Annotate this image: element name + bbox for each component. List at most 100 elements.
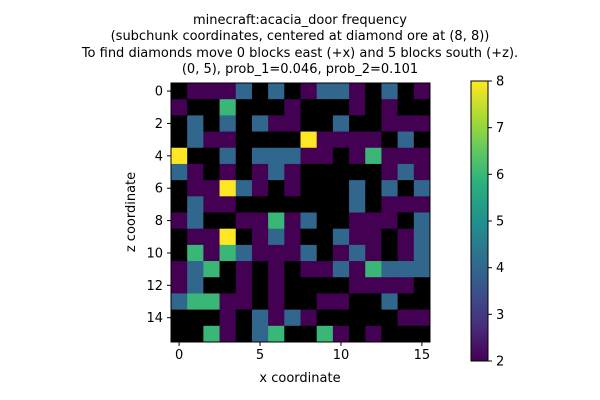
heatmap-cell	[187, 293, 204, 311]
heatmap-cell	[187, 244, 204, 262]
heatmap-cell	[251, 261, 269, 278]
heatmap-cell	[235, 261, 253, 278]
heatmap-cell	[300, 147, 318, 165]
heatmap-cell	[316, 131, 334, 149]
heatmap-cell	[300, 180, 318, 197]
heatmap-cell	[284, 293, 301, 311]
heatmap-cell	[381, 83, 399, 100]
heatmap-cell	[349, 163, 366, 181]
heatmap-cell	[397, 180, 415, 197]
heatmap-cell	[219, 228, 237, 246]
heatmap-cell	[187, 83, 204, 100]
heatmap-cell	[235, 277, 253, 294]
heatmap-cell	[187, 115, 204, 132]
heatmap-cell	[316, 196, 334, 213]
heatmap-cell	[219, 163, 237, 181]
heatmap-cell	[268, 277, 285, 294]
heatmap-cell	[316, 228, 334, 246]
heatmap-cell	[332, 196, 350, 213]
heatmap-cell	[381, 293, 399, 311]
heatmap-cell	[316, 244, 334, 262]
heatmap-cell	[365, 131, 382, 149]
heatmap-cell	[187, 309, 204, 327]
heatmap-cell	[268, 309, 285, 327]
heatmap-cell	[251, 244, 269, 262]
heatmap-cell	[365, 293, 382, 311]
heatmap-cell	[171, 261, 188, 278]
heatmap-cell	[300, 228, 318, 246]
heatmap-cell	[365, 115, 382, 132]
y-axis: 0 2 4 6 8 10 12 14	[146, 85, 171, 326]
heatmap-cell	[268, 131, 285, 149]
heatmap-cell	[251, 83, 269, 100]
heatmap-cell	[235, 163, 253, 181]
heatmap-cell	[381, 212, 399, 230]
heatmap-cell	[203, 147, 220, 165]
heatmap-cell	[365, 147, 382, 165]
heatmap-cell	[203, 83, 220, 100]
heatmap-cell	[171, 163, 188, 181]
heatmap-cell	[187, 99, 204, 116]
heatmap-cell	[171, 180, 188, 197]
heatmap-cell	[284, 244, 301, 262]
heatmap-cell	[316, 180, 334, 197]
heatmap-cell	[397, 196, 415, 213]
heatmap-cell	[251, 325, 269, 343]
heatmap-cell	[203, 309, 220, 327]
colorbar-tick-label: 6	[496, 168, 504, 183]
heatmap-cell	[381, 228, 399, 246]
colorbar-tick-label: 2	[496, 355, 504, 370]
heatmap-cell	[381, 115, 399, 132]
heatmap-cell	[171, 212, 188, 230]
heatmap-cell	[235, 212, 253, 230]
heatmap-cell	[187, 131, 204, 149]
heatmap-cells	[171, 83, 431, 343]
heatmap-cell	[251, 293, 269, 311]
heatmap-cell	[300, 244, 318, 262]
heatmap-cell	[171, 131, 188, 149]
heatmap-cell	[365, 212, 382, 230]
heatmap-cell	[397, 99, 415, 116]
heatmap-cell	[300, 163, 318, 181]
heatmap-cell	[235, 115, 253, 132]
heatmap-cell	[284, 180, 301, 197]
heatmap-cell	[171, 83, 188, 100]
heatmap-cell	[219, 83, 237, 100]
heatmap-cell	[219, 293, 237, 311]
heatmap-cell	[365, 261, 382, 278]
heatmap-cell	[397, 244, 415, 262]
heatmap-cell	[251, 147, 269, 165]
heatmap-cell	[349, 309, 366, 327]
heatmap-cell	[284, 325, 301, 343]
heatmap-cell	[349, 293, 366, 311]
heatmap-cell	[300, 99, 318, 116]
heatmap-cell	[268, 163, 285, 181]
heatmap-cell	[316, 212, 334, 230]
heatmap-cell	[332, 99, 350, 116]
heatmap-cell	[268, 244, 285, 262]
heatmap-cell	[397, 163, 415, 181]
heatmap-cell	[413, 212, 431, 230]
heatmap-cell	[268, 83, 285, 100]
heatmap-cell	[381, 163, 399, 181]
heatmap-cell	[268, 212, 285, 230]
heatmap-cell	[332, 180, 350, 197]
heatmap-cell	[397, 309, 415, 327]
heatmap-cell	[332, 325, 350, 343]
heatmap-cell	[300, 196, 318, 213]
y-tick-label: 8	[155, 214, 163, 229]
heatmap-cell	[397, 293, 415, 311]
heatmap-cell	[316, 163, 334, 181]
heatmap-cell	[365, 163, 382, 181]
heatmap-cell	[284, 309, 301, 327]
x-tick-label: 0	[175, 348, 183, 363]
heatmap-cell	[203, 293, 220, 311]
heatmap-cell	[235, 228, 253, 246]
heatmap-cell	[332, 212, 350, 230]
heatmap-cell	[365, 244, 382, 262]
heatmap-cell	[235, 131, 253, 149]
heatmap-cell	[365, 277, 382, 294]
heatmap-cell	[203, 115, 220, 132]
heatmap-cell	[397, 83, 415, 100]
heatmap-cell	[332, 277, 350, 294]
